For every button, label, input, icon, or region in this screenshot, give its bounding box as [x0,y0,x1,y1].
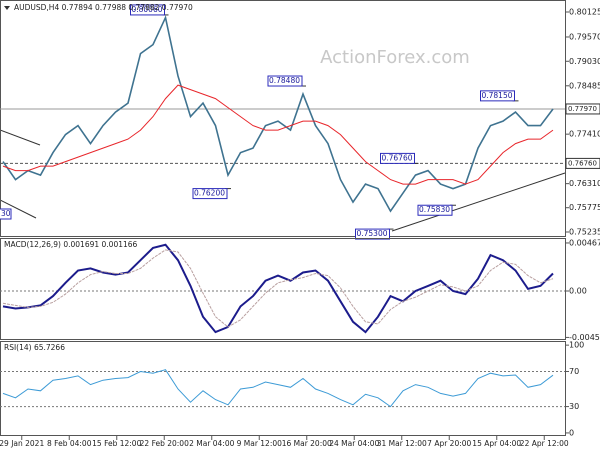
annotation-label: 0.75300 [356,229,387,238]
y-tick-label: 0.77410 [569,130,600,139]
price-tag [565,103,600,115]
title-arrow [4,6,10,10]
x-tick-label: 24 Mar 04:00 [329,439,379,448]
x-tick-label: 31 Mar 12:00 [377,439,427,448]
y-tick-label: 0.78485 [569,81,600,90]
y-tick-label: 0.75235 [569,228,600,237]
annotation-label: 0.76760 [381,153,412,162]
x-tick-label: 7 Apr 20:00 [427,439,471,448]
x-tick-label: 16 Mar 20:00 [282,439,332,448]
y-tick-label: 30 [569,402,579,411]
annotation-box [355,228,390,240]
annotation-box [267,75,303,87]
price-tag-label: 0.76760 [568,159,597,167]
x-tick-label: 2 Mar 04:00 [189,439,235,448]
annotation-label: 0.80060 [131,5,162,14]
panel-title: MACD(12,26,9) 0.001691 0.001166 [4,240,138,249]
x-tick-label: 29 Jan 2021 [0,439,44,448]
annotation-label: 0.78480 [269,76,300,85]
annotation-box [192,188,228,200]
trend-line [0,129,41,146]
x-tick-label: 22 Feb 20:00 [140,439,189,448]
annotation-box [480,90,515,102]
annotation-box [417,204,453,216]
annotation-box [0,208,12,220]
y-tick-label: 0.80125 [569,8,600,17]
x-tick-label: 8 Feb 04:00 [47,439,92,448]
y-tick-label: 70 [569,367,579,376]
series-line [2,84,554,185]
chart-title: AUDUSD,H4 0.77894 0.77988 0.77882 0.7797… [14,3,193,12]
panel-frame [0,341,566,436]
y-tick-label: 0.76310 [569,179,600,188]
trend-line [391,172,566,232]
x-tick-label: 22 Apr 12:00 [520,439,569,448]
x-tick-label: 15 Feb 12:00 [92,439,141,448]
annotation-box [130,4,165,16]
annotation-label: 0.75830 [419,205,450,214]
y-tick-label: 0.79030 [569,57,600,66]
y-tick-label: 0.75775 [569,203,600,212]
x-tick-label: 9 Mar 12:00 [237,439,283,448]
y-tick-label: -0.004519 [569,333,600,342]
y-tick-label: 0.004677 [569,238,600,247]
watermark: ActionForex.com [320,47,470,68]
trend-line [0,199,37,219]
x-tick-label: 15 Apr 04:00 [472,439,521,448]
price-tag [565,157,600,169]
panel-title: RSI(14) 65.7266 [4,343,65,352]
series-line [2,249,554,328]
y-tick-label: 0.79570 [569,32,600,41]
series-line [2,15,554,213]
series-line [2,243,554,334]
panel-frame [0,0,566,237]
y-tick-label: 0.00 [569,287,587,296]
y-tick-label: 100 [569,341,584,350]
y-tick-label: 0 [569,428,574,437]
annotation-label: 0.78150 [481,91,512,100]
annotation-label: 30 [1,209,11,218]
series-line [2,369,554,408]
panel-frame [0,238,566,340]
price-tag-label: 0.77970 [568,105,597,113]
annotation-label: 0.76200 [194,189,225,198]
annotation-box [380,152,415,164]
